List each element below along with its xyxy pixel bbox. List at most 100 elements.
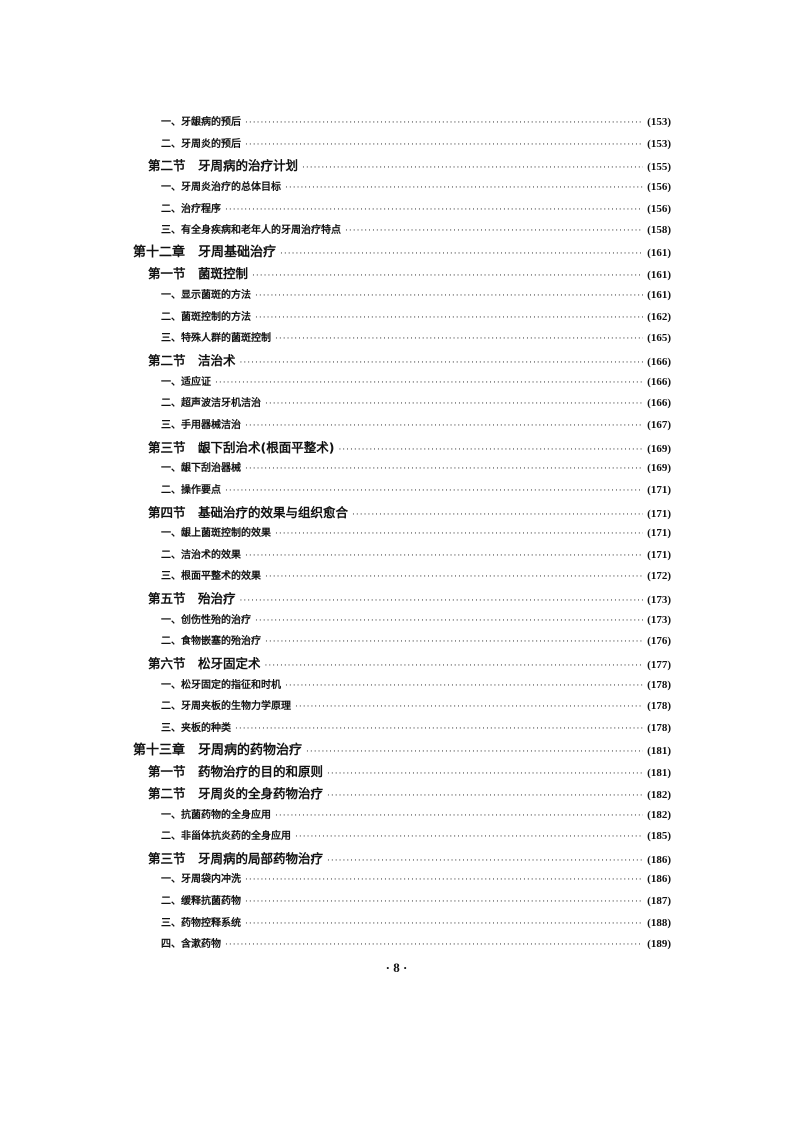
toc-page: (158) [647,224,671,237]
toc-title: 三、手用器械洁治 [161,419,241,431]
toc-title: 三、有全身疾病和老年人的牙周治疗特点 [161,225,341,237]
toc-title: 二、洁治术的效果 [161,549,241,561]
dot-leader [285,676,643,698]
toc-title: 第十三章 牙周病的药物治疗 [133,742,303,758]
dot-leader [225,481,643,503]
toc-title: 一、龈上菌斑控制的效果 [161,528,271,540]
dot-leader [245,459,643,481]
toc-title: 三、夹板的种类 [161,722,231,734]
toc-page: (153) [647,116,671,128]
toc-subsection: 一、显示菌斑的方法 (161) [133,285,671,307]
toc-subsection: 一、牙周炎治疗的总体目标 (156) [133,177,671,199]
dot-leader [327,851,643,873]
toc-subsection: 一、适应证 (166) [133,372,671,394]
dot-leader [295,827,643,849]
toc-title: 三、根面平整术的效果 [161,571,261,583]
toc-title: 二、牙周夹板的生物力学原理 [161,701,291,713]
toc-page: (156) [647,202,671,215]
toc-section: 第二节 牙周病的治疗计划 (155) [133,155,671,177]
toc-page: (178) [647,678,671,691]
dot-leader [240,353,644,375]
dot-leader [245,416,643,438]
toc-title: 二、菌斑控制的方法 [161,311,251,323]
dot-leader [240,591,644,613]
toc-page: (156) [647,180,671,193]
toc-page: (186) [647,873,671,886]
toc-title: 四、含漱药物 [161,939,221,951]
toc-section: 第六节 松牙固定术 (177) [133,653,671,675]
dot-leader [255,308,643,330]
toc-page: (171) [647,548,671,561]
toc-title: 第三节 龈下刮治术(根面平整术) [148,439,335,455]
toc-title: 第六节 松牙固定术 [148,656,261,672]
toc-page: (187) [647,895,671,908]
toc-title: 一、显示菌斑的方法 [161,290,251,302]
toc-page: (165) [647,332,671,345]
toc-title: 一、创伤性殆的治疗 [161,614,251,626]
toc-title: 第十二章 牙周基础治疗 [133,244,277,260]
dot-leader [302,158,643,180]
dot-leader [265,567,643,589]
toc-title: 一、牙龈病的预后 [161,117,241,128]
toc-section: 第五节 殆治疗 (173) [133,588,671,610]
dot-leader [327,764,643,786]
toc-page: (171) [647,483,671,496]
toc-subsection: 二、缓释抗菌药物 (187) [133,891,671,913]
toc-section: 第四节 基础治疗的效果与组织愈合 (171) [133,502,671,524]
toc-title: 一、牙周袋内冲洗 [161,874,241,886]
toc-section: 第三节 龈下刮治术(根面平整术) (169) [133,437,671,459]
toc-title: 第二节 牙周病的治疗计划 [148,158,299,174]
toc-page: (176) [647,635,671,648]
toc-title: 二、治疗程序 [161,203,221,215]
toc-page: (153) [647,137,671,150]
toc-page: (171) [647,527,671,540]
dot-leader [252,266,643,288]
dot-leader [338,440,643,462]
toc-page: (172) [647,570,671,583]
toc-title: 第三节 牙周病的局部药物治疗 [148,850,324,866]
toc-page: (166) [647,356,671,369]
toc-subsection: 二、治疗程序 (156) [133,199,671,221]
toc-title: 二、牙周炎的预后 [161,138,241,150]
toc-page: (182) [647,788,671,801]
dot-leader [265,632,643,654]
toc-title: 第一节 菌斑控制 [148,266,249,282]
toc-page: (188) [647,916,671,929]
toc-title: 一、抗菌药物的全身应用 [161,809,271,821]
page-number: · 8 · [385,960,408,975]
dot-leader [327,786,643,808]
dot-leader [280,244,643,266]
dot-leader [235,719,643,741]
toc-subsection: 一、抗菌药物的全身应用 (182) [133,805,671,827]
toc-subsection: 二、超声波洁牙机洁治 (166) [133,393,671,415]
toc-page: (166) [647,397,671,410]
dot-leader [275,524,643,546]
toc-subsection: 二、食物嵌塞的殆治疗 (176) [133,631,671,653]
toc-page: (161) [647,269,671,282]
dot-leader [285,178,643,200]
toc-title: 第五节 殆治疗 [148,591,236,607]
toc-subsection: 一、牙龈病的预后 (153) [133,112,671,134]
toc-subsection: 二、菌斑控制的方法 (162) [133,307,671,329]
toc-page: (178) [647,700,671,713]
toc-page: (173) [647,613,671,626]
dot-leader [265,656,644,678]
dot-leader [245,914,643,936]
dot-leader [275,806,643,828]
dot-leader [245,113,643,135]
toc-page: (161) [647,289,671,302]
dot-leader [215,373,643,395]
toc-title: 二、缓释抗菌药物 [161,896,241,908]
dot-leader [295,697,643,719]
toc-page: (186) [647,853,671,866]
toc-page: (181) [647,767,671,780]
toc-subsection: 二、洁治术的效果 (171) [133,545,671,567]
toc-page: (178) [647,721,671,734]
dot-leader [306,742,643,764]
toc-page: (185) [647,830,671,843]
toc-title: 二、超声波洁牙机洁治 [161,398,261,410]
toc-page: (171) [647,507,671,520]
toc-section: 第二节 牙周炎的全身药物治疗 (182) [133,783,671,805]
toc-page: (161) [647,246,671,259]
toc-subsection: 三、夹板的种类 (178) [133,718,671,740]
